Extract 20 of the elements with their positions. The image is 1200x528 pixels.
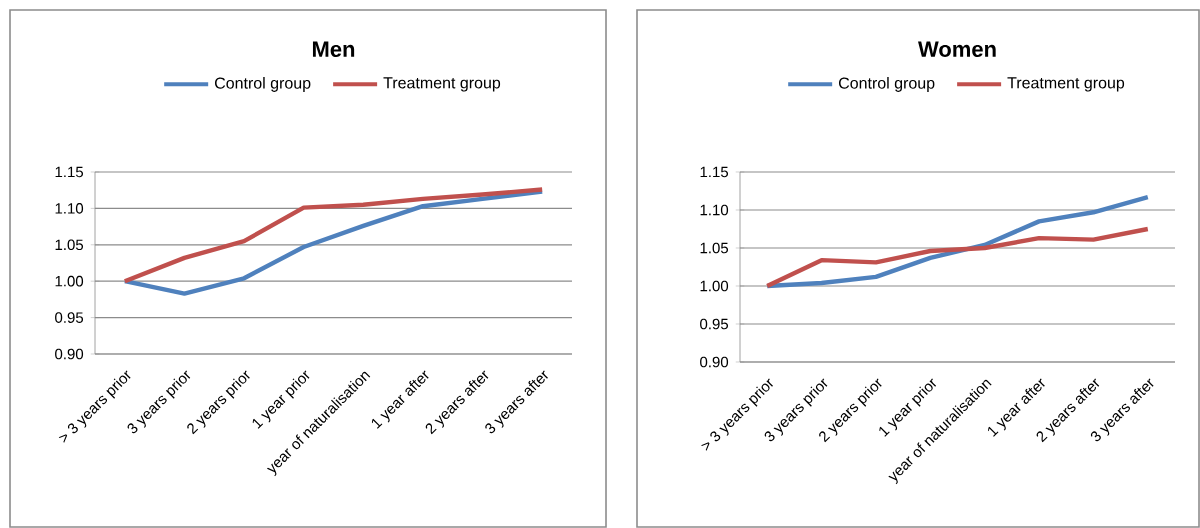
y-tick-label: 1.00 (700, 280, 729, 292)
y-tick-label: 1.10 (700, 204, 729, 216)
legend-label: Control group (214, 76, 311, 92)
legend-label: Treatment group (383, 77, 501, 92)
y-tick-label: 1.05 (700, 242, 729, 254)
y-tick-label: 1.05 (55, 239, 84, 251)
y-tick-label: 1.15 (700, 166, 729, 178)
y-tick-label: 0.90 (700, 356, 729, 368)
legend-label: Control group (839, 76, 935, 92)
line-series (764, 194, 1150, 289)
y-tick-label: 1.00 (55, 275, 84, 287)
chart-title: Women (918, 41, 996, 57)
y-tick-label: 1.15 (55, 166, 84, 178)
y-tick-label: 1.10 (55, 203, 84, 214)
chart-title: Men (312, 41, 355, 57)
legend-label: Treatment group (1007, 77, 1125, 92)
y-tick-label: 0.95 (700, 318, 729, 330)
y-tick-label: 0.95 (55, 312, 84, 323)
y-tick-label: 0.90 (55, 348, 84, 360)
line-series (764, 226, 1150, 289)
